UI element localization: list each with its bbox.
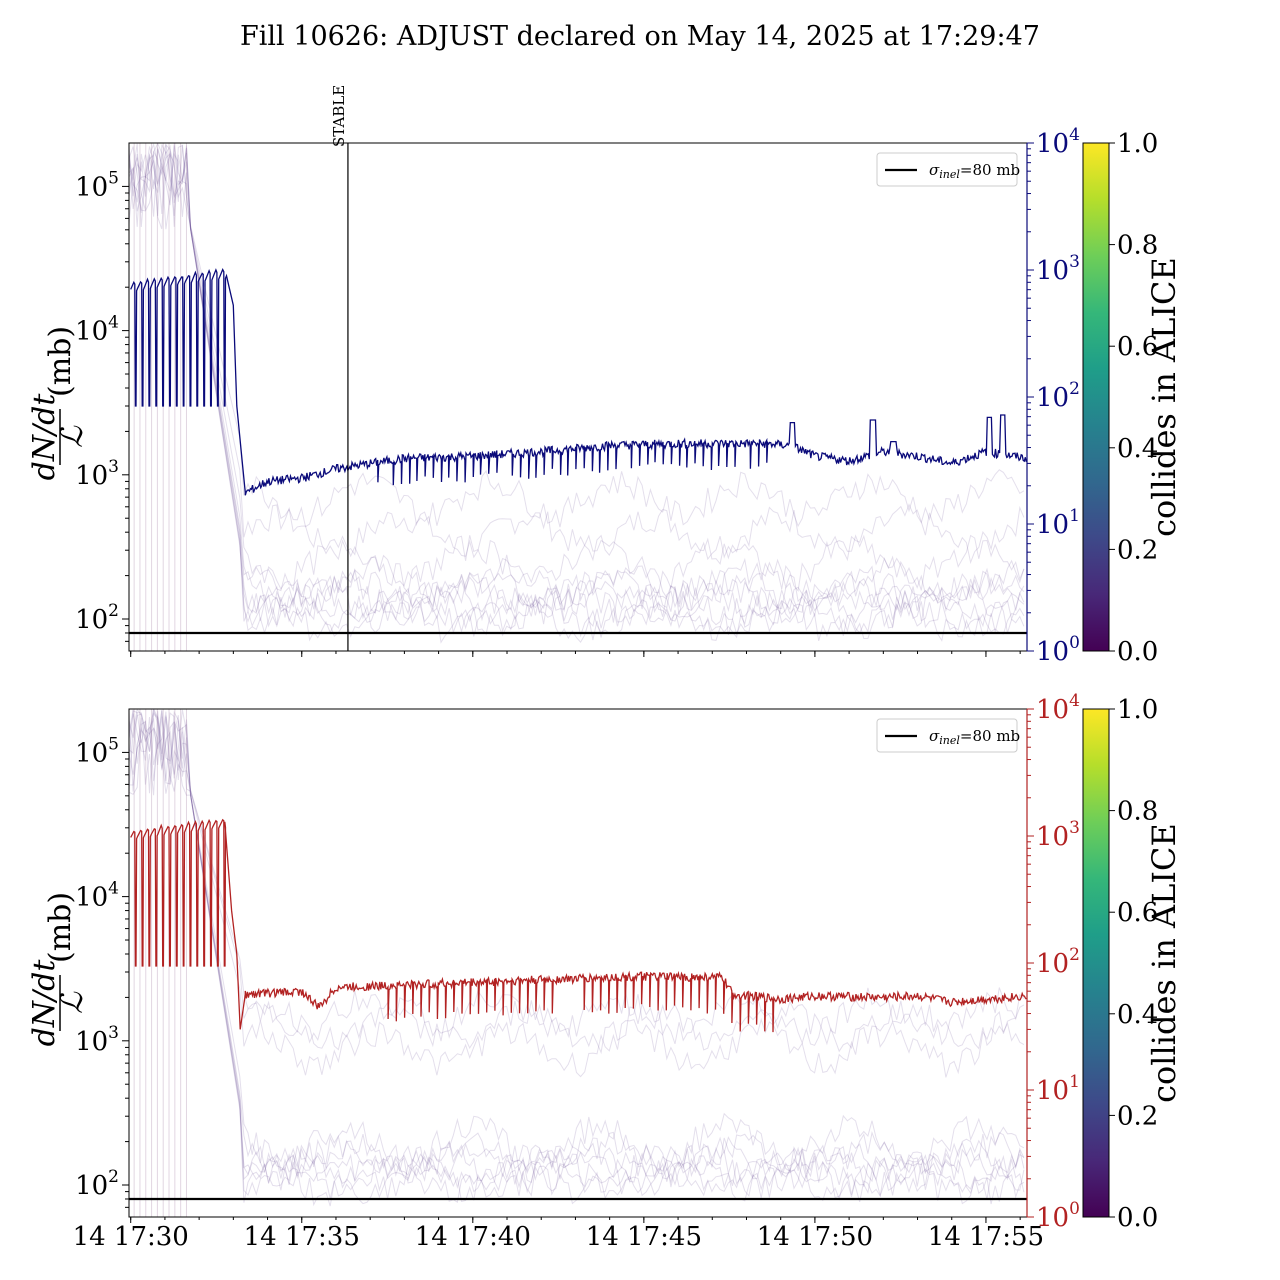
background-series-line [129,709,1025,1174]
background-series-line [129,709,1025,1207]
y-axis-label: dN/dtℒ (mb) [27,892,90,1046]
background-series-line [129,143,1025,639]
stable-label: STABLE [330,85,348,147]
background-series-line [129,709,1025,1203]
x-tick-label: 14 17:50 [757,1222,873,1252]
y-tick-label: 102 [75,1167,119,1201]
y-axis-label-unit: (mb) [43,326,78,397]
background-series-line [129,147,1025,614]
plot-area [129,143,1027,651]
colorbar-tick-label: 0.8 [1117,231,1158,261]
legend-label: σinel=80 mb [929,727,1020,747]
background-series-line [129,143,1025,641]
axes-frame [128,142,1028,652]
y-axis-label-numerator: dN/dt [27,393,62,481]
y2-tick-label: 101 [1036,506,1080,540]
background-series-line [129,711,1025,1199]
y2-tick-label: 101 [1036,1072,1080,1106]
colorbar-tick-label: 0.6 [1117,332,1158,362]
legend-label: σinel=80 mb [929,161,1020,181]
chart-panel-top: STABLE102103104105100101102103104dN/dtℒ … [27,85,1183,667]
legend-box [876,152,1018,187]
y-tick-label: 105 [75,168,119,202]
colorbar-tick-label: 0.4 [1117,434,1158,464]
background-series-line [129,148,1025,565]
y2-tick-label: 104 [1036,125,1080,159]
legend-box [876,718,1018,753]
y-tick-label: 105 [75,734,119,768]
x-tick-label: 14 17:55 [928,1222,1044,1252]
figure-title: Fill 10626: ADJUST declared on May 14, 2… [240,21,1040,52]
x-tick-label: 14 17:45 [586,1222,702,1252]
background-series-line [129,710,1025,1048]
colorbar-tick-label: 0.6 [1117,898,1158,928]
colorbar-label: collides in ALICE [1145,823,1183,1103]
y-axis-label: dN/dtℒ (mb) [27,326,90,480]
x-tick-label: 14 17:35 [244,1222,360,1252]
colorbar-tick-label: 0.0 [1117,1203,1158,1233]
main-series-line [130,818,1027,1033]
colorbar-tick-label: 1.0 [1117,129,1158,159]
y-tick-label: 102 [75,601,119,635]
main-series-line [130,267,1027,496]
background-series-line [129,711,1025,1192]
colorbar-tick-label: 1.0 [1117,695,1158,725]
y-tick-label: 104 [75,879,119,913]
y2-tick-label: 102 [1036,945,1080,979]
axes-frame [128,708,1028,1218]
y2-tick-label: 103 [1036,818,1080,852]
y-tick-label: 103 [75,1023,119,1057]
y-tick-label: 104 [75,313,119,347]
y-axis-label-numerator: dN/dt [27,959,62,1047]
background-series-line [129,709,1025,1205]
background-series-line [129,144,1025,644]
colorbar-tick-label: 0.0 [1117,637,1158,667]
y2-tick-label: 104 [1036,691,1080,725]
colorbar [1082,708,1110,1218]
y2-tick-label: 100 [1036,633,1080,667]
plot-area [129,709,1027,1217]
background-series-line [129,145,1025,628]
y2-tick-label: 103 [1036,252,1080,286]
background-series-line [129,145,1025,595]
x-tick-label: 14 17:30 [73,1222,189,1252]
background-series-line [129,144,1025,624]
y-axis-label-denominator: ℒ [55,425,90,448]
background-series-line [129,143,1025,528]
background-series-line [129,710,1025,1055]
y-tick-label: 103 [75,457,119,491]
y-axis-label-denominator: ℒ [55,991,90,1014]
colorbar-tick-label: 0.4 [1117,1000,1158,1030]
colorbar-tick-label: 0.2 [1117,535,1158,565]
colorbar-tick-label: 0.2 [1117,1101,1158,1131]
colorbar-tick-label: 0.8 [1117,797,1158,827]
y2-tick-label: 102 [1036,379,1080,413]
y-axis-label-unit: (mb) [43,892,78,963]
colorbar-label: collides in ALICE [1145,257,1183,537]
background-series-line [129,143,1025,635]
x-tick-label: 14 17:40 [415,1222,531,1252]
colorbar [1082,142,1110,652]
background-series-line [129,711,1025,1078]
background-series-line [129,712,1025,1197]
